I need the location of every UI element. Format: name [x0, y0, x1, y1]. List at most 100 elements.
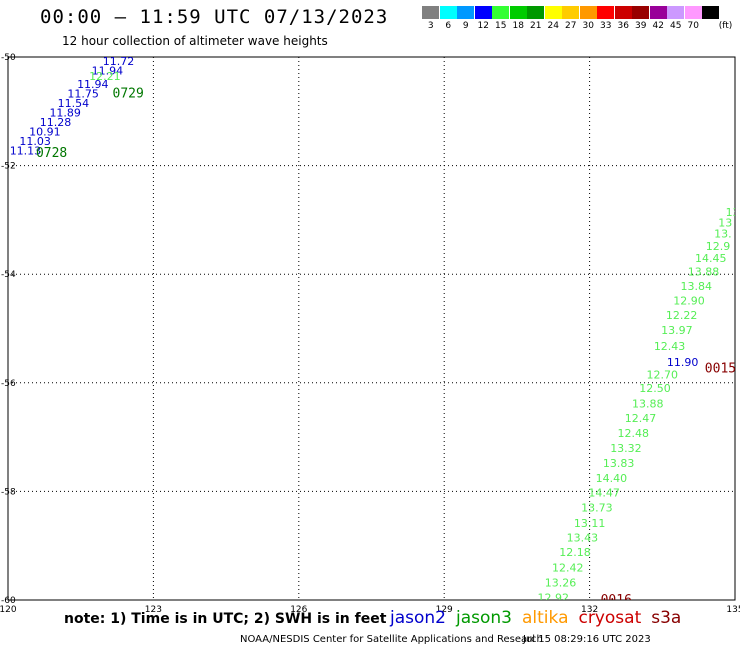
- wave-height-label: 12.21: [89, 70, 121, 83]
- y-tick-label: -60: [1, 596, 16, 606]
- color-scale-label: 6: [445, 21, 452, 31]
- wave-height-label: 11.94: [92, 65, 124, 78]
- color-scale-label: 33: [600, 21, 612, 31]
- wave-height-label: 14.47: [588, 486, 620, 499]
- y-tick-label: -58: [1, 487, 16, 497]
- color-swatch: [457, 6, 474, 19]
- legend-entry-cryosat: cryosat: [578, 608, 642, 628]
- wave-height-label: 12.42: [552, 561, 584, 574]
- color-scale-label: 24: [547, 21, 559, 31]
- color-scale-unit: (ft): [718, 21, 733, 31]
- x-tick-label: 132: [581, 605, 598, 615]
- color-swatch: [422, 6, 439, 19]
- color-swatch: [439, 6, 457, 19]
- color-swatch: [684, 6, 702, 19]
- color-swatch: [474, 6, 492, 19]
- color-scale-label: 42: [652, 21, 664, 31]
- wave-height-label: 12.47: [625, 412, 657, 425]
- wave-height-label: 11.03: [19, 135, 51, 148]
- wave-height-label: 12.9: [706, 240, 731, 253]
- color-scale-label: 21: [530, 21, 542, 31]
- wave-height-label: 14.45: [695, 252, 727, 265]
- wave-height-label: 12.70: [647, 369, 679, 382]
- y-tick-label: -52: [1, 162, 16, 172]
- y-tick-label: -56: [1, 379, 16, 389]
- wave-height-label: 11.94: [77, 78, 109, 91]
- chart-subtitle: 12 hour collection of altimeter wave hei…: [62, 34, 328, 48]
- wave-height-label: 11.90: [667, 356, 699, 369]
- wave-height-label: 12.90: [673, 294, 705, 307]
- wave-height-label: 13.37: [680, 646, 712, 650]
- wave-height-label: 11.72: [103, 55, 135, 68]
- wave-height-label: 12.22: [666, 309, 698, 322]
- wave-height-label: 11.54: [58, 97, 90, 110]
- color-swatch: [527, 6, 544, 19]
- color-swatch: [667, 6, 684, 19]
- color-swatch: [509, 6, 527, 19]
- wave-height-label: 12.28: [693, 635, 725, 648]
- wave-height-label: 12.50: [639, 382, 671, 395]
- color-scale-label: 36: [617, 21, 629, 31]
- color-scale-label: 18: [512, 21, 524, 31]
- color-swatch: [632, 6, 649, 19]
- wave-height-label: 13.26: [545, 577, 577, 590]
- color-scale-label: 12: [477, 21, 489, 31]
- color-scale-label: 15: [495, 21, 507, 31]
- wave-height-label: 11.13: [10, 144, 42, 157]
- wave-height-label: 13.43: [567, 532, 599, 545]
- wave-height-label: 13.1: [708, 624, 733, 637]
- units-note: note: 1) Time is in UTC; 2) SWH is in fe…: [64, 611, 387, 627]
- wave-height-label: 11.89: [49, 106, 81, 119]
- wave-height-label: 14.40: [596, 472, 628, 485]
- wave-height-label: 13.32: [610, 442, 642, 455]
- wave-height-label: 13: [726, 206, 740, 219]
- pass-time-label: 0729: [113, 86, 144, 101]
- color-scale-label: 45: [670, 21, 682, 31]
- color-scale-label: 39: [635, 21, 647, 31]
- wave-height-label: 13.11: [574, 517, 606, 530]
- color-scale-label: 30: [582, 21, 594, 31]
- wave-height-label: 13.84: [680, 280, 712, 293]
- color-scale-label: 70: [687, 21, 699, 31]
- color-scale-label: 3: [427, 21, 434, 31]
- wave-height-label: 13.88: [688, 265, 720, 278]
- wave-height-label: 13.83: [603, 457, 635, 470]
- x-tick-label: 120: [0, 605, 17, 615]
- wave-height-label: 12.92: [538, 591, 570, 604]
- wave-height-label: 13.73: [581, 502, 613, 515]
- legend-entry-jason3: jason3: [456, 608, 512, 628]
- wave-height-label: 13: [718, 217, 732, 230]
- y-tick-label: -50: [1, 53, 16, 63]
- y-tick-label: -54: [1, 270, 16, 280]
- color-scale-label: 27: [565, 21, 577, 31]
- x-tick-label: 126: [290, 605, 307, 615]
- pass-time-label: 0016: [601, 593, 632, 608]
- x-tick-label: 135: [726, 605, 740, 615]
- color-swatch: [579, 6, 597, 19]
- plot-frame: [7, 56, 736, 601]
- legend-entry-jason2: jason2: [390, 608, 446, 628]
- wave-height-label: 13.88: [632, 397, 664, 410]
- legend-entry-altika: altika: [522, 608, 569, 628]
- wave-height-label: 13.97: [661, 324, 693, 337]
- wave-height-label: 11.28: [40, 116, 72, 129]
- color-swatch: [649, 6, 667, 19]
- wave-height-label: 12.43: [654, 340, 686, 353]
- x-tick-label: 123: [145, 605, 162, 615]
- wave-height-label: 11.75: [67, 87, 99, 100]
- color-swatch: [702, 6, 719, 19]
- data-layer: 11.7211.9411.9411.7511.5411.8911.2810.91…: [10, 55, 740, 650]
- wave-height-label: 13.: [714, 227, 732, 240]
- credit-line: NOAA/NESDIS Center for Satellite Applica…: [240, 634, 543, 645]
- chart-title: 00:00 – 11:59 UTC 07/13/2023: [40, 6, 389, 28]
- pass-time-label: 0728: [36, 146, 67, 161]
- color-scale-label: 9: [462, 21, 469, 31]
- x-tick-label: 129: [436, 605, 453, 615]
- generated-timestamp: Jul 15 08:29:16 UTC 2023: [523, 634, 651, 645]
- pass-time-label: 0015: [705, 362, 736, 377]
- wave-height-label: 12.18: [559, 546, 591, 559]
- satellite-legend: jason2 jason3 altika cryosat s3a: [390, 608, 691, 628]
- color-swatch: [597, 6, 614, 19]
- wave-height-label: 12.48: [617, 427, 649, 440]
